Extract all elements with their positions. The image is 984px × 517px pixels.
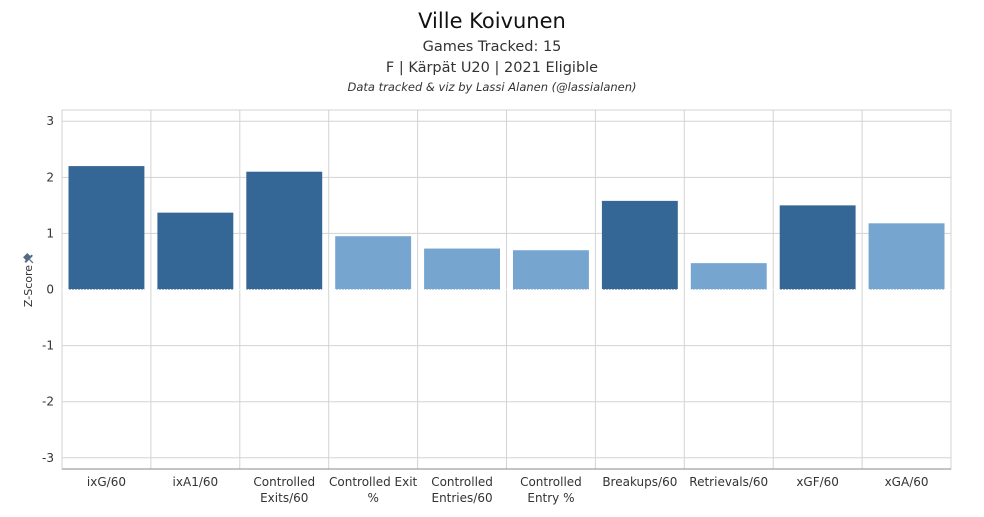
axis-layer [62,289,951,470]
x-tick-label: Controlled Exits/60 [253,475,315,505]
x-tick-label: Controlled Exit% [329,475,418,505]
x-tick-label: Controlled Entries/60 [431,475,493,505]
y-tick-label: 2 [46,170,54,184]
y-axis-title-group[interactable]: Z-Score [22,265,35,307]
x-tick-label: ixG/60 [87,475,126,489]
x-tick-label: Breakups/60 [602,475,677,489]
bar[interactable] [601,200,678,290]
y-tick-label: -3 [42,451,54,465]
y-tick-label: 1 [46,226,54,240]
x-tick-label: Controlled Entry % [520,475,582,505]
x-category-layer: ixG/60 ixA1/60 Controlled Exits/60 Controlle… [87,475,929,505]
y-tick-label: -1 [42,339,54,353]
x-tick-label: xGA/60 [885,475,929,489]
bar[interactable] [157,212,234,290]
credit-line: Data tracked & viz by Lassi Alanen (@las… [347,80,637,94]
x-tick-label: xGF/60 [796,475,839,489]
y-tick-layer: 3 2 1 0 -1 -2 -3 [42,114,54,465]
bar[interactable] [424,248,500,290]
bar[interactable] [246,171,323,290]
y-tick-label: -2 [42,395,54,409]
bar[interactable] [513,250,589,290]
bar[interactable] [779,205,856,290]
y-tick-label: 3 [46,114,54,128]
games-tracked: Games Tracked: 15 [422,39,562,55]
chart-title: Ville Koivunen [418,9,566,33]
bar-layer [68,166,945,290]
bar[interactable] [690,263,767,290]
x-tick-label: ixA1/60 [173,475,219,489]
x-tick-label: Retrievals/60 [689,475,768,489]
bar[interactable] [335,236,412,290]
y-tick-label: 0 [46,283,54,297]
y-axis-title: Z-Score [22,265,35,307]
bar[interactable] [868,223,945,290]
bar[interactable] [68,166,145,290]
pin-icon[interactable] [22,252,37,267]
player-info: F | Kärpät U20 | 2021 Eligible [385,60,599,76]
